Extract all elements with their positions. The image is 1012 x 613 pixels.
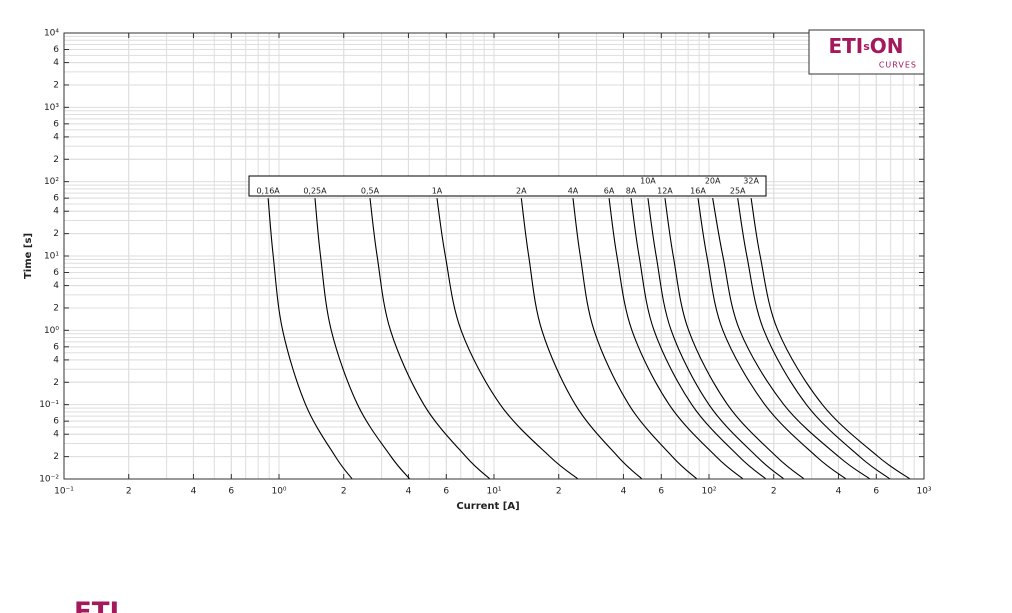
curve-label: 32A xyxy=(743,177,759,186)
y-tick-label: 6 xyxy=(53,342,59,352)
logo-part: ON xyxy=(870,34,904,58)
x-tick-label: 4 xyxy=(191,487,197,497)
curve-label: 10A xyxy=(640,177,656,186)
logo: ETIsON xyxy=(828,34,903,58)
y-tick-label: 10⁴ xyxy=(44,29,59,39)
x-tick-label: 10³ xyxy=(916,487,931,497)
curve-label: 25A xyxy=(730,187,746,196)
x-tick-label: 2 xyxy=(341,487,347,497)
curve-label: 0,5A xyxy=(361,187,380,196)
x-tick-label: 6 xyxy=(873,487,879,497)
x-tick-label: 10¹ xyxy=(486,487,501,497)
x-tick-label: 6 xyxy=(658,487,664,497)
y-tick-label: 4 xyxy=(53,132,59,142)
x-tick-label: 2 xyxy=(771,487,777,497)
y-tick-label: 6 xyxy=(53,45,59,55)
y-tick-label: 2 xyxy=(53,155,59,165)
y-tick-label: 6 xyxy=(53,268,59,278)
y-tick-label: 2 xyxy=(53,452,59,462)
x-axis-label: Current [A] xyxy=(456,501,519,512)
y-tick-label: 4 xyxy=(53,58,59,68)
plot xyxy=(267,198,911,480)
logo-part: ETI xyxy=(828,34,863,58)
curve-label: 1A xyxy=(432,187,443,196)
x-tick-label: 4 xyxy=(406,487,412,497)
curve-label: 16A xyxy=(690,187,706,196)
footer-logo: ETI xyxy=(74,598,119,613)
curve-label: 2A xyxy=(516,187,527,196)
curve xyxy=(664,198,805,480)
curve-label: 8A xyxy=(626,187,637,196)
y-tick-label: 4 xyxy=(53,355,59,365)
curve xyxy=(572,198,698,480)
y-tick-label: 10⁰ xyxy=(44,326,59,336)
y-tick-label: 10⁻² xyxy=(39,475,59,485)
label-box xyxy=(248,175,767,197)
curve-label: 0,16A xyxy=(256,187,280,196)
y-tick-label: 10⁻¹ xyxy=(39,400,59,410)
y-tick-label: 4 xyxy=(53,207,59,217)
x-tick-label: 4 xyxy=(836,487,842,497)
curve xyxy=(369,198,491,480)
x-tick-label: 10² xyxy=(701,487,716,497)
x-tick-label: 4 xyxy=(621,487,627,497)
y-tick-label: 6 xyxy=(53,417,59,427)
curve xyxy=(750,198,911,480)
x-tick-label: 10⁻¹ xyxy=(54,487,74,497)
curve xyxy=(608,198,744,480)
curve xyxy=(436,198,579,480)
x-tick-label: 6 xyxy=(228,487,234,497)
y-tick-label: 2 xyxy=(53,303,59,313)
grid xyxy=(63,32,925,480)
curve xyxy=(647,198,785,480)
curve xyxy=(267,198,353,480)
curve xyxy=(697,198,847,480)
y-tick-label: 6 xyxy=(53,119,59,129)
y-tick-label: 10³ xyxy=(44,103,59,113)
y-tick-label: 4 xyxy=(53,430,59,440)
curve xyxy=(314,198,411,480)
curve xyxy=(737,198,891,480)
y-tick-label: 2 xyxy=(53,229,59,239)
curve-label: 20A xyxy=(705,177,721,186)
y-tick-label: 10² xyxy=(44,177,59,187)
y-tick-label: 2 xyxy=(53,80,59,90)
curve xyxy=(520,198,643,480)
x-tick-label: 2 xyxy=(126,487,132,497)
y-tick-label: 2 xyxy=(53,378,59,388)
y-axis-label: Time [s] xyxy=(23,233,34,279)
logo-tagline: CURVES xyxy=(879,61,917,70)
curve xyxy=(712,198,871,480)
x-tick-label: 6 xyxy=(443,487,449,497)
logo-part: s xyxy=(863,40,870,53)
curve-label: 6A xyxy=(604,187,615,196)
curve-label: 12A xyxy=(657,187,673,196)
x-tick-label: 2 xyxy=(556,487,562,497)
y-tick-label: 10¹ xyxy=(44,252,59,262)
curve-label: 0,25A xyxy=(303,187,327,196)
curve xyxy=(630,198,767,480)
curve-label: 4A xyxy=(568,187,579,196)
x-tick-label: 10⁰ xyxy=(271,487,286,497)
y-tick-label: 6 xyxy=(53,194,59,204)
y-tick-label: 4 xyxy=(53,281,59,291)
logo-box xyxy=(808,29,925,75)
plot-frame xyxy=(63,32,925,480)
